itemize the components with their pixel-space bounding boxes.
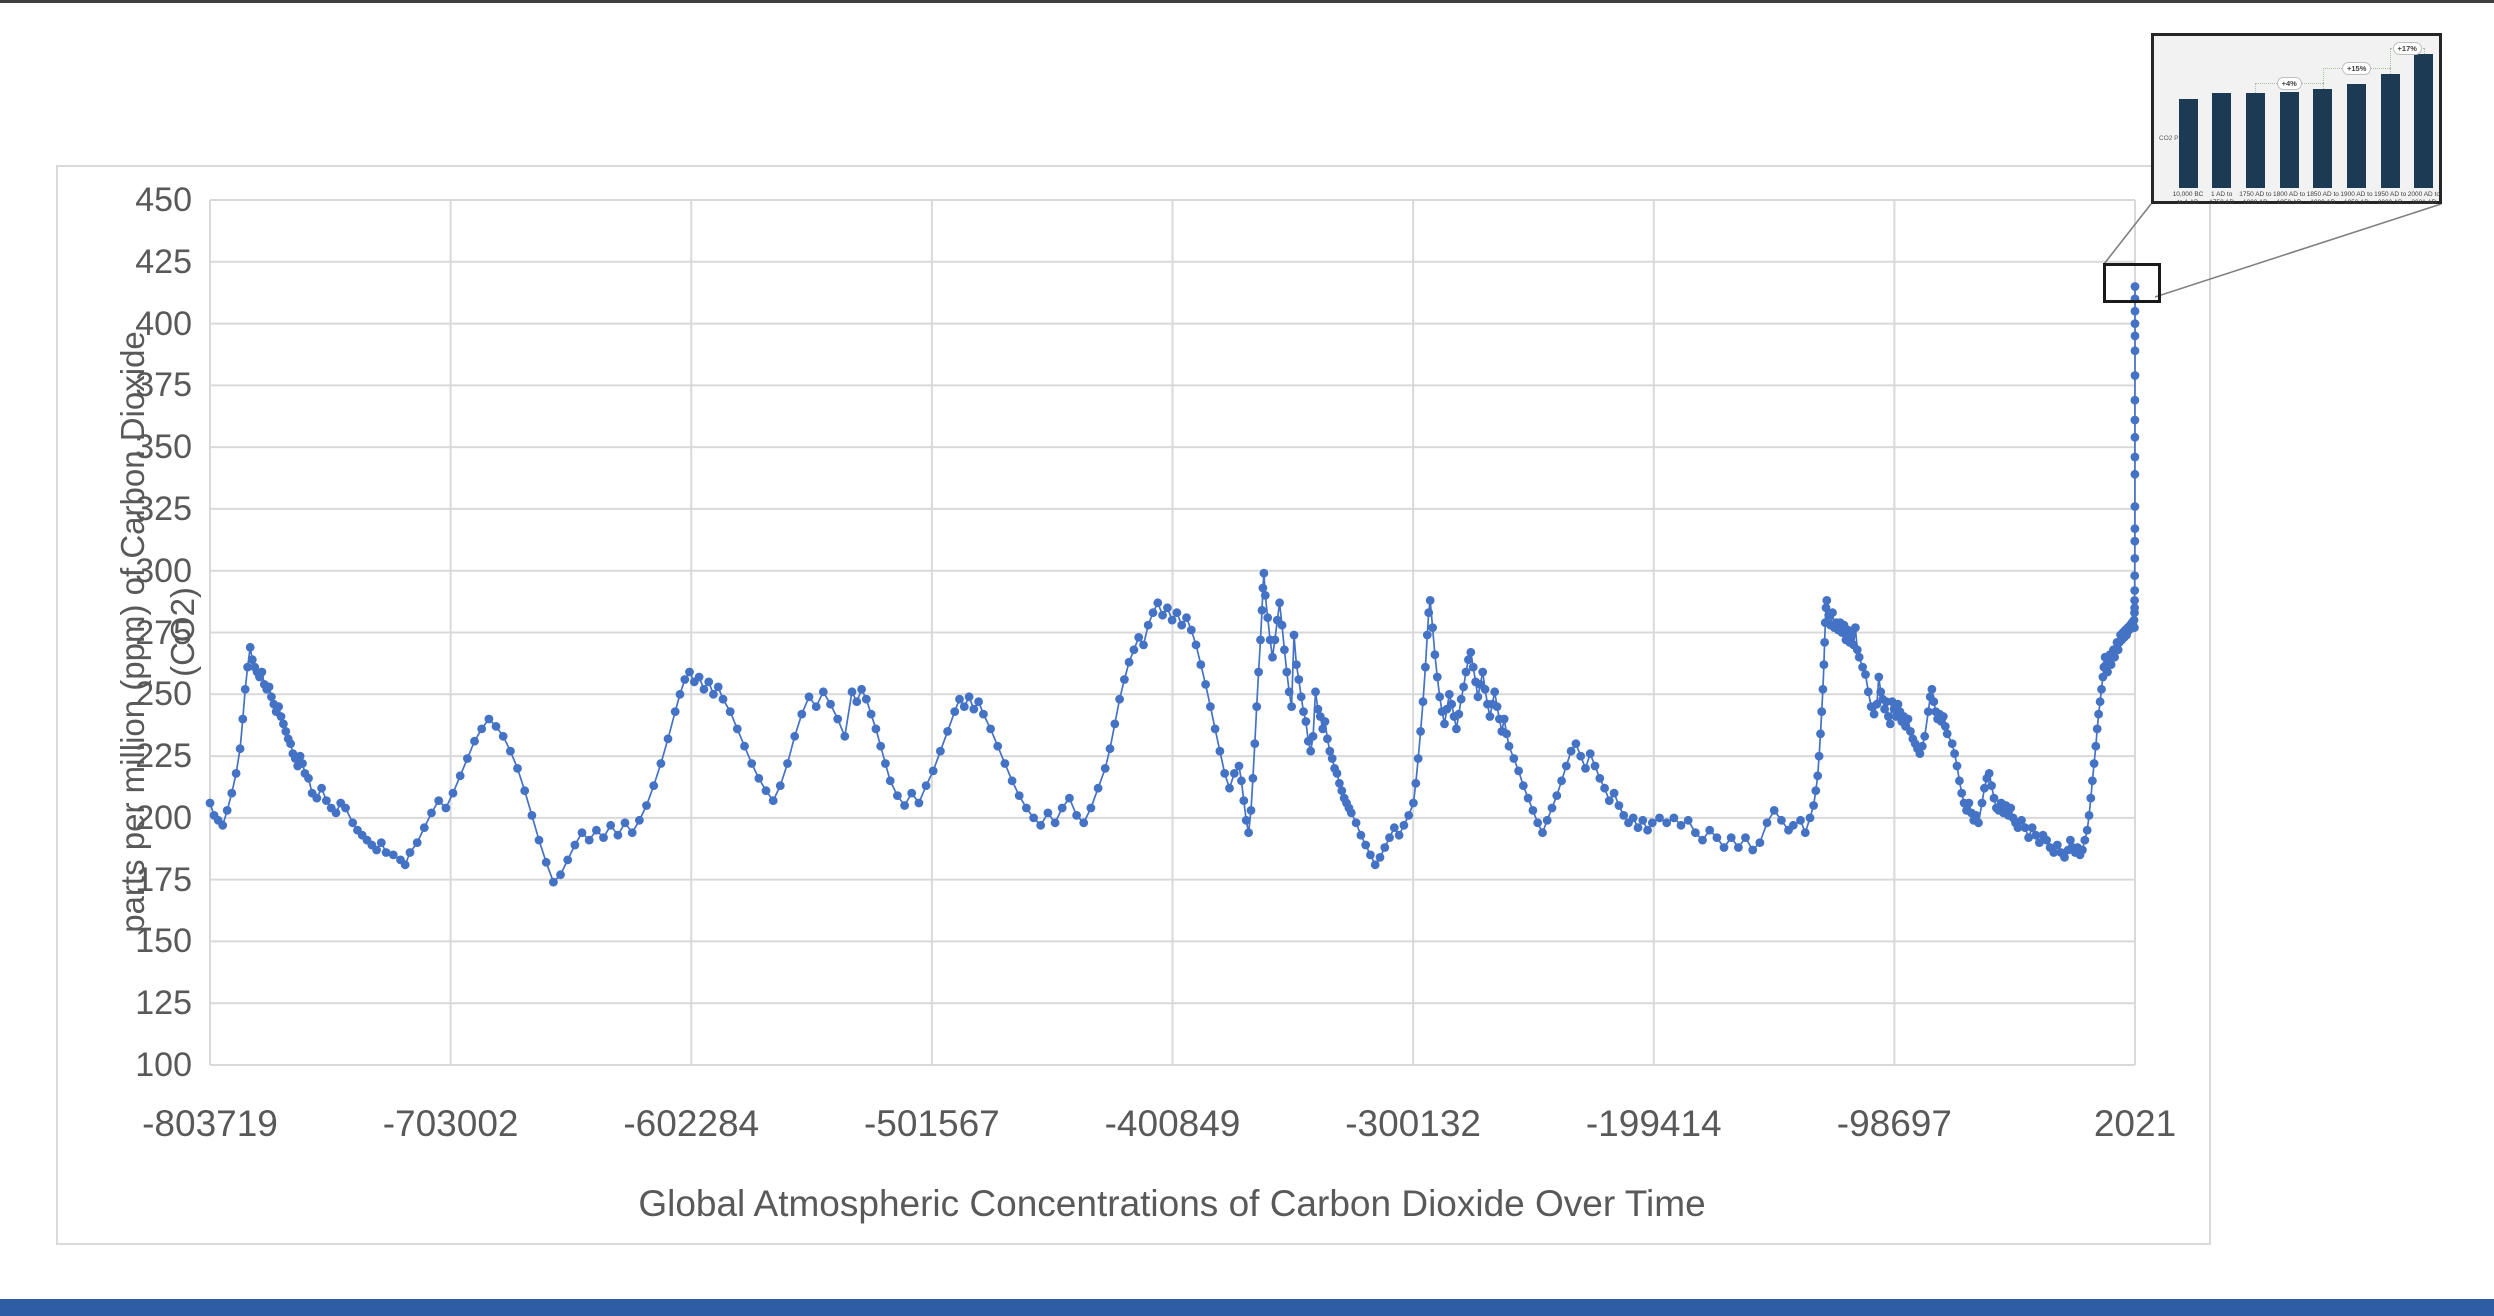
y-tick-label: 225 [135, 737, 192, 776]
inset-bar [2178, 98, 2198, 188]
inset-bar [2347, 84, 2366, 188]
inset-annotation-stub [2255, 83, 2257, 94]
x-tick-label: -400849 [1104, 1103, 1241, 1144]
x-tick-label: -199414 [1585, 1103, 1722, 1144]
y-tick-label: 125 [135, 984, 192, 1023]
inset-bar [2279, 91, 2299, 188]
inset-bar-label: 1850 AD to 1900 AD [2306, 191, 2339, 206]
y-tick-label: 375 [135, 366, 192, 405]
x-tick-label: -703002 [382, 1103, 519, 1144]
inset-bar-label: 1 AD to 1750 AD [2209, 191, 2235, 206]
inset-bar-label: 1950 AD to 2000 AD [2374, 191, 2407, 206]
inset-bar-label: 2000 AD to 2021 AD [2407, 191, 2440, 206]
y-tick-label: 325 [135, 489, 192, 528]
window-top-border [0, 0, 2494, 3]
x-tick-label: -300132 [1345, 1103, 1481, 1144]
y-tick-label: 400 [135, 304, 192, 343]
x-tick-label: -803719 [142, 1103, 278, 1144]
x-axis-title: Global Atmospheric Concentrations of Car… [638, 1183, 1706, 1224]
y-tick-label: 175 [135, 860, 192, 899]
inset-annotation-stub [2423, 48, 2425, 54]
spike-callout-box [2103, 263, 2161, 303]
inset-bar-label: 1900 AD to 1950 AD [2340, 191, 2373, 206]
inset-annotation-stub [2390, 48, 2392, 74]
chart-panel [56, 165, 2211, 1245]
inset-bar [2380, 73, 2400, 188]
x-tick-label: -602284 [623, 1103, 760, 1144]
y-tick-label: 300 [135, 551, 192, 590]
y-tick-label: 275 [135, 613, 192, 652]
inset-y-axis-label: CO2 PPM [2159, 135, 2189, 142]
inset-bar-chart: CO2 PPM 10,000 BC to 1 AD 1 AD to 1750 AD… [2151, 33, 2442, 206]
y-tick-label: 425 [135, 242, 192, 281]
x-tick-label: -501567 [863, 1103, 1000, 1144]
inset-annotation-label: +15% [2342, 61, 2372, 75]
inset-bar [2313, 89, 2333, 188]
y-tick-label: 250 [135, 675, 192, 714]
x-tick-label: -98697 [1836, 1103, 1952, 1144]
bottom-accent-bar [0, 1299, 2494, 1316]
inset-bar-label: 1750 AD to 1800 AD [2239, 191, 2272, 206]
inset-bar [2212, 93, 2232, 188]
y-tick-label: 100 [135, 1046, 192, 1084]
inset-bar-label: 10,000 BC to 1 AD [2172, 191, 2204, 206]
inset-annotation-label: +4% [2276, 77, 2302, 91]
inset-annotation-label: +17% [2392, 42, 2422, 55]
inset-bar [2245, 93, 2265, 188]
inset-bar-label: 1800 AD to 1850 AD [2273, 191, 2306, 206]
y-tick-label: 450 [135, 181, 192, 219]
y-tick-label: 350 [135, 428, 192, 467]
x-tick-label: 2021 [2093, 1103, 2177, 1144]
inset-annotation-stub [2322, 67, 2324, 90]
y-tick-label: 200 [135, 798, 192, 837]
y-tick-label: 150 [135, 922, 192, 961]
inset-bar [2414, 54, 2434, 188]
